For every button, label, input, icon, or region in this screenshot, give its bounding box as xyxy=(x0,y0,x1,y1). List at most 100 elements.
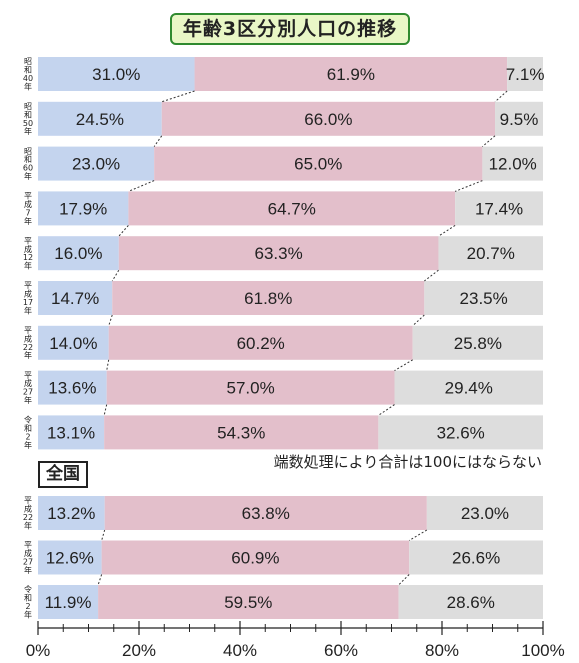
bar-elderly-0-0 xyxy=(507,57,543,91)
bar-young-0-7 xyxy=(38,370,107,405)
data-label-elderly-0-1: 9.5% xyxy=(500,110,539,129)
connector-0-3-0 xyxy=(118,225,129,237)
connector-0-6-1 xyxy=(394,359,413,372)
x-tick-label-4: 80% xyxy=(425,641,459,660)
chart-title: 年齢3区分別人口の推移 xyxy=(170,13,410,45)
category-label-0-5: 平成 17 年 xyxy=(23,281,33,315)
data-label-working-0-2: 65.0% xyxy=(294,155,342,174)
data-label-young-0-3: 17.9% xyxy=(59,199,107,218)
category-label-0-8: 令和 2 年 xyxy=(24,415,32,450)
category-label-0-3: 平成 7 年 xyxy=(24,192,32,226)
data-label-working-0-4: 63.3% xyxy=(255,244,303,263)
bar-working-0-3 xyxy=(128,191,456,226)
bar-young-0-3 xyxy=(38,191,129,226)
data-label-young-0-4: 16.0% xyxy=(54,244,102,263)
category-label-0-7: 平成 27 年 xyxy=(23,371,33,405)
connector-1-0-1 xyxy=(408,529,428,541)
connector-0-2-0 xyxy=(128,180,155,192)
connector-0-7-1 xyxy=(378,404,395,416)
data-label-elderly-0-8: 32.6% xyxy=(437,423,485,442)
connector-0-1-1 xyxy=(482,135,496,147)
bar-elderly-0-5 xyxy=(424,281,543,315)
bar-working-0-6 xyxy=(108,325,413,360)
bar-young-0-2 xyxy=(38,146,155,181)
data-label-elderly-0-6: 25.8% xyxy=(454,334,502,353)
bar-working-0-4 xyxy=(118,236,439,271)
data-label-young-0-8: 13.1% xyxy=(47,423,95,442)
connector-0-0-0 xyxy=(161,90,195,103)
x-tick-label-5: 100% xyxy=(521,641,564,660)
bar-working-1-2 xyxy=(98,585,399,619)
connector-0-6-0 xyxy=(106,359,110,371)
data-label-young-0-5: 14.7% xyxy=(51,289,99,308)
data-label-working-0-1: 66.0% xyxy=(304,110,352,129)
bar-working-0-2 xyxy=(154,146,483,181)
data-label-working-0-6: 60.2% xyxy=(237,334,285,353)
data-label-young-0-2: 23.0% xyxy=(72,155,120,174)
category-label-0-6: 平成 22 年 xyxy=(23,326,33,360)
data-label-young-0-0: 31.0% xyxy=(92,65,140,84)
x-tick-label-0: 0% xyxy=(26,641,51,660)
connector-1-0-0 xyxy=(101,529,106,541)
data-label-elderly-0-3: 17.4% xyxy=(475,199,523,218)
bar-elderly-1-0 xyxy=(426,496,543,530)
bar-young-1-0 xyxy=(38,496,105,530)
bar-young-1-1 xyxy=(38,540,102,575)
connector-0-7-0 xyxy=(103,404,108,416)
data-label-young-1-2: 11.9% xyxy=(45,593,92,612)
category-label-0-2: 昭和 60 年 xyxy=(23,147,33,181)
bar-young-0-5 xyxy=(38,281,113,315)
rounding-note: 端数処理により合計は100にはならない xyxy=(273,453,542,471)
data-label-young-1-0: 13.2% xyxy=(47,504,95,523)
connector-0-2-1 xyxy=(454,180,483,192)
category-label-1-0: 平成 22 年 xyxy=(23,496,33,530)
connector-0-0-1 xyxy=(494,90,508,103)
category-label-0-0: 昭和 40 年 xyxy=(23,57,33,91)
bar-elderly-0-4 xyxy=(438,236,543,271)
data-label-working-0-8: 54.3% xyxy=(217,423,265,442)
bar-working-0-5 xyxy=(112,281,425,315)
data-label-elderly-1-2: 28.6% xyxy=(447,593,495,612)
bar-young-1-2 xyxy=(38,585,99,619)
bar-young-0-0 xyxy=(38,57,195,91)
national-label: 全国 xyxy=(38,461,88,488)
data-label-elderly-0-7: 29.4% xyxy=(445,379,493,398)
data-label-young-0-6: 14.0% xyxy=(49,334,97,353)
connector-0-1-0 xyxy=(153,135,163,147)
data-label-working-0-7: 57.0% xyxy=(227,379,275,398)
bar-elderly-1-2 xyxy=(398,585,543,619)
bar-elderly-0-1 xyxy=(495,101,543,136)
data-label-elderly-0-0: 7.1% xyxy=(506,65,545,84)
connector-0-5-0 xyxy=(108,314,113,326)
data-label-elderly-1-0: 23.0% xyxy=(461,504,509,523)
bar-working-0-7 xyxy=(106,370,395,405)
data-label-working-1-0: 63.8% xyxy=(242,504,290,523)
data-label-working-1-2: 59.5% xyxy=(224,593,272,612)
bar-young-0-4 xyxy=(38,236,119,271)
bar-young-0-1 xyxy=(38,101,162,136)
data-label-elderly-1-1: 26.6% xyxy=(452,549,500,568)
x-tick-label-3: 60% xyxy=(324,641,358,660)
data-label-young-0-7: 13.6% xyxy=(48,379,96,398)
category-label-1-2: 令和 2 年 xyxy=(24,584,32,619)
connector-0-5-1 xyxy=(412,314,425,327)
bar-elderly-1-1 xyxy=(409,540,543,575)
data-label-young-1-1: 12.6% xyxy=(46,549,94,568)
bar-working-0-1 xyxy=(161,101,496,136)
bar-young-0-6 xyxy=(38,325,109,360)
bar-elderly-0-2 xyxy=(482,146,543,181)
data-label-elderly-0-2: 12.0% xyxy=(489,155,537,174)
connector-0-4-1 xyxy=(424,269,439,282)
category-label-1-1: 平成 27 年 xyxy=(23,541,33,575)
x-tick-label-1: 20% xyxy=(122,641,156,660)
bar-elderly-0-3 xyxy=(455,191,543,226)
bar-working-1-1 xyxy=(101,540,410,575)
data-label-working-0-5: 61.8% xyxy=(244,289,292,308)
bar-working-0-8 xyxy=(104,415,379,450)
category-label-0-1: 昭和 50 年 xyxy=(23,102,33,136)
connector-0-4-0 xyxy=(111,269,120,282)
bar-working-1-0 xyxy=(104,496,427,530)
data-label-working-0-3: 64.7% xyxy=(268,199,316,218)
category-label-0-4: 平成 12 年 xyxy=(23,236,33,270)
